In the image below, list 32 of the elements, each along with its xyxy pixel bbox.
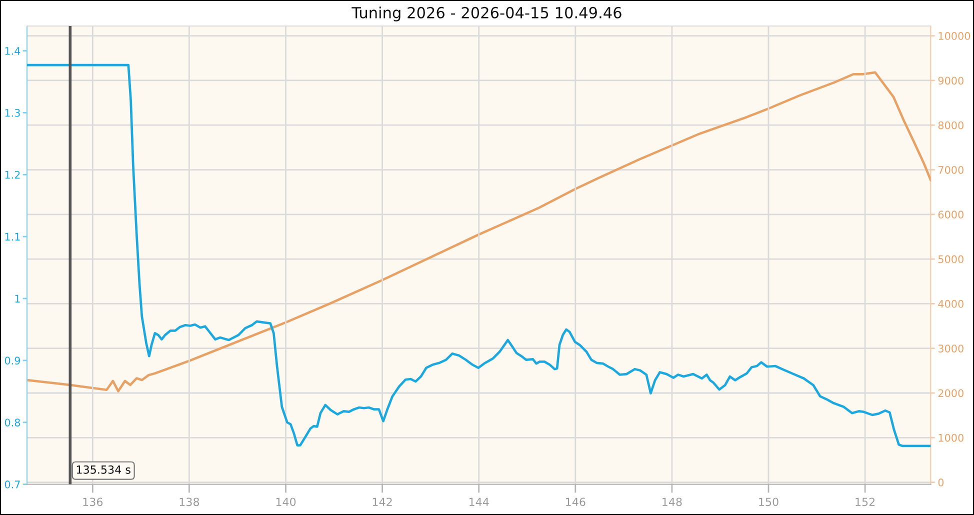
- y-tick-label: 1.4: [5, 47, 20, 55]
- y2-tick-label: 8000: [938, 121, 964, 130]
- y2-tick-label: 5000: [938, 255, 964, 264]
- x-tick-label: 148: [662, 498, 682, 506]
- y-tick-label: 1.1: [5, 232, 20, 241]
- line-series: [27, 64, 931, 448]
- line-series: [27, 71, 931, 392]
- y2-tick-label: 7000: [938, 166, 964, 174]
- chart-title: Tuning 2026 - 2026-04-15 10.49.46: [352, 6, 622, 22]
- ref-line-label: 135.534 s: [76, 465, 130, 474]
- y-tick-label: 0.7: [4, 480, 20, 488]
- y2-tick-label: 6000: [938, 210, 964, 219]
- y2-tick-label: 1000: [938, 434, 964, 442]
- y2-tick-label: 9000: [938, 76, 964, 85]
- y-tick-label: 1: [15, 294, 20, 302]
- x-tick-label: 150: [759, 498, 778, 506]
- x-tick-label: 144: [469, 498, 489, 506]
- x-tick-label: 138: [180, 498, 200, 506]
- y2-tick-label: 3000: [938, 344, 964, 352]
- y-tick-label: 1.3: [5, 108, 20, 117]
- y-tick-label: 0.9: [4, 356, 20, 365]
- y-tick-label: 0.8: [4, 418, 20, 426]
- y2-tick-label: 2000: [938, 389, 964, 398]
- y2-tick-label: 0: [938, 478, 944, 486]
- x-tick-label: 136: [83, 498, 103, 506]
- x-tick-label: 140: [276, 498, 296, 506]
- x-tick-label: 142: [372, 498, 392, 506]
- x-tick-label: 152: [856, 498, 875, 506]
- y2-tick-label: 10000: [938, 32, 970, 40]
- y-tick-label: 1.2: [5, 170, 20, 179]
- x-tick-label: 146: [566, 498, 586, 506]
- y2-tick-label: 4000: [938, 300, 964, 308]
